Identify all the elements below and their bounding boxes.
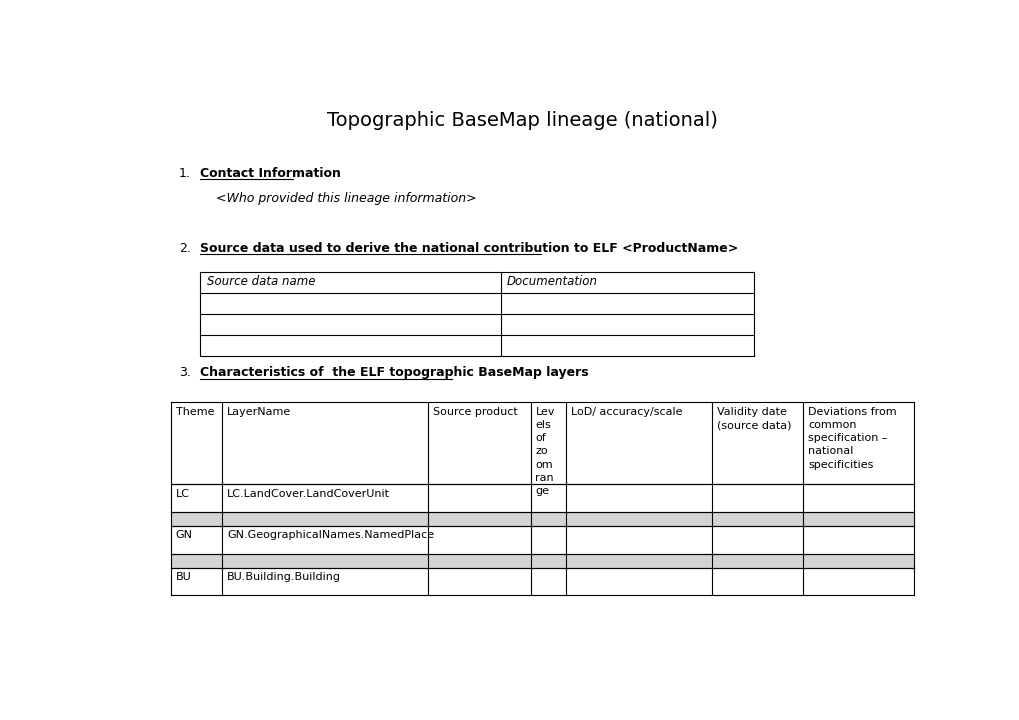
Text: Theme: Theme — [175, 407, 214, 417]
Text: GN: GN — [175, 531, 193, 541]
Text: LC: LC — [175, 489, 190, 499]
Text: 1.: 1. — [178, 167, 191, 180]
Text: Source product: Source product — [432, 407, 517, 417]
Text: LC.LandCover.LandCoverUnit: LC.LandCover.LandCoverUnit — [227, 489, 389, 499]
Bar — [171, 402, 913, 485]
Text: LayerName: LayerName — [227, 407, 291, 417]
Text: Topographic BaseMap lineage (national): Topographic BaseMap lineage (national) — [327, 112, 717, 130]
Text: Deviations from
common
specification –
national
specificities: Deviations from common specification – n… — [807, 407, 896, 469]
Text: LoD/ accuracy/scale: LoD/ accuracy/scale — [571, 407, 682, 417]
Bar — [171, 526, 913, 554]
Text: GN.GeographicalNames.NamedPlace: GN.GeographicalNames.NamedPlace — [227, 531, 434, 541]
Text: Documentation: Documentation — [506, 276, 597, 289]
Bar — [171, 512, 913, 526]
Text: BU.Building.Building: BU.Building.Building — [227, 572, 340, 582]
Text: Source data name: Source data name — [206, 276, 315, 289]
Bar — [171, 567, 913, 595]
Text: Validity date
(source data): Validity date (source data) — [716, 407, 791, 430]
Text: Characteristics of  the ELF topographic BaseMap layers: Characteristics of the ELF topographic B… — [200, 366, 593, 379]
Text: Source data used to derive the national contribution to ELF <ProductName>: Source data used to derive the national … — [200, 242, 738, 255]
Text: 2.: 2. — [178, 242, 191, 255]
Text: BU: BU — [175, 572, 192, 582]
Text: <Who provided this lineage information>: <Who provided this lineage information> — [216, 192, 476, 204]
Bar — [171, 485, 913, 512]
Bar — [171, 554, 913, 567]
Text: 3.: 3. — [178, 366, 191, 379]
Text: Contact Information: Contact Information — [200, 167, 340, 180]
Text: Lev
els
of
zo
om
ran
ge: Lev els of zo om ran ge — [535, 407, 554, 496]
